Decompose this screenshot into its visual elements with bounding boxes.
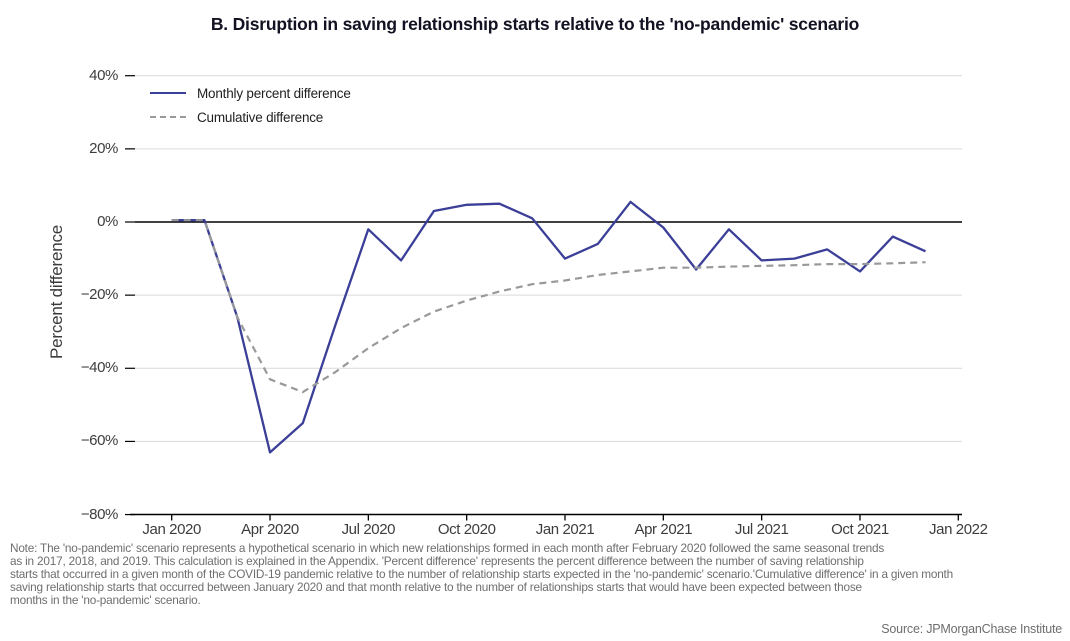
legend: Monthly percent difference Cumulative di… — [150, 81, 351, 129]
cumulative-difference-line — [171, 219, 926, 394]
legend-label-cumulative: Cumulative difference — [197, 109, 324, 125]
source-credit: Source: JPMorganChase Institute — [881, 622, 1062, 636]
legend-label-monthly: Monthly percent difference — [197, 85, 351, 101]
y-tick-label: 40% — [89, 66, 118, 84]
x-tick-label: Apr 2020 — [241, 521, 299, 538]
x-tick-label: Jul 2020 — [341, 521, 396, 538]
x-tick-label: Oct 2020 — [437, 521, 496, 538]
x-tick-label: Jan 2022 — [929, 521, 988, 538]
x-tick-label: Oct 2021 — [831, 521, 889, 538]
x-tick-label: Jul 2021 — [734, 521, 789, 538]
y-tick-label: −40% — [80, 359, 119, 377]
monthly-percent-difference-line — [171, 200, 926, 454]
chart-title: B. Disruption in saving relationship sta… — [210, 14, 860, 34]
solid-line-swatch-icon — [150, 92, 186, 94]
y-tick-label: −60% — [80, 432, 119, 450]
x-tick-label: Apr 2021 — [634, 521, 693, 538]
x-tick-label: Jan 2020 — [142, 521, 201, 538]
legend-item-cumulative: Cumulative difference — [150, 105, 351, 129]
y-axis-title: Percent difference — [47, 224, 66, 360]
x-tick-label: Jan 2021 — [535, 521, 595, 538]
legend-item-monthly: Monthly percent difference — [150, 81, 351, 105]
y-tick-label: 20% — [89, 139, 118, 157]
dashed-line-swatch-icon — [150, 116, 186, 118]
y-tick-label: −80% — [80, 505, 119, 523]
y-tick-label: 0% — [97, 213, 118, 230]
footnote: Note: The 'no-pandemic' scenario represe… — [10, 541, 953, 607]
y-tick-label: −20% — [80, 286, 119, 304]
